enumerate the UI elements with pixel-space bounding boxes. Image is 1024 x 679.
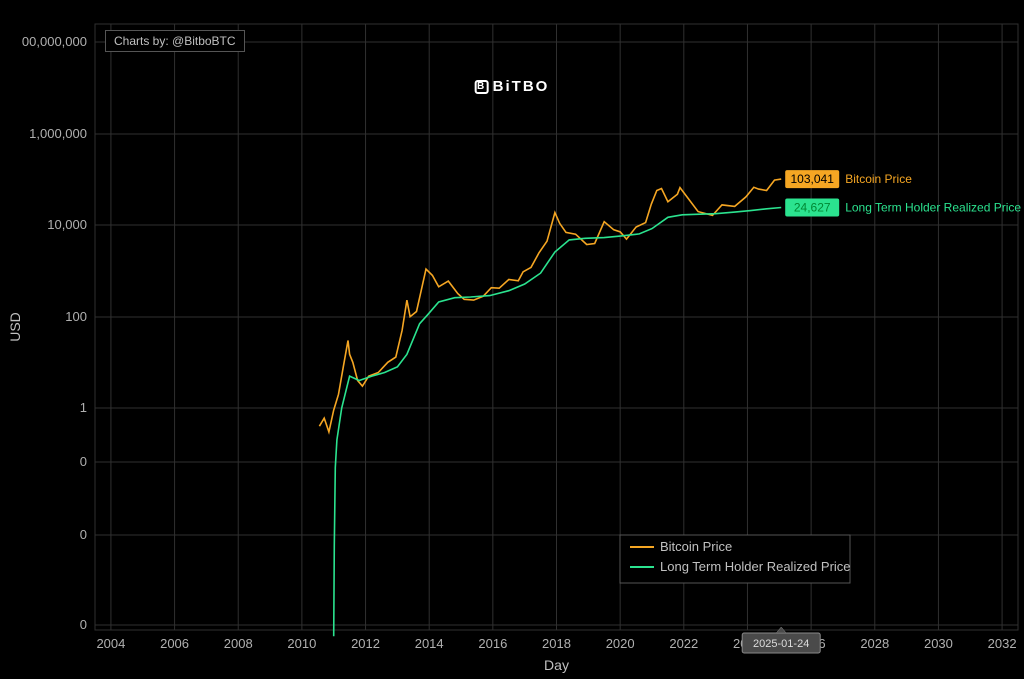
x-tick-label: 2020 <box>606 636 635 651</box>
y-tick-label: 0 <box>80 617 87 632</box>
series-line <box>319 179 781 432</box>
x-tick-label: 2018 <box>542 636 571 651</box>
y-tick-label: 00,000,000 <box>22 34 87 49</box>
legend-label[interactable]: Long Term Holder Realized Price <box>660 559 851 574</box>
y-tick-label: 1 <box>80 400 87 415</box>
x-tick-label: 2010 <box>287 636 316 651</box>
x-axis-group: 2004 2006 2008 2010 2012 2014 2016 2018 2020 2022… <box>96 636 1016 651</box>
x-tick-label: 2012 <box>351 636 380 651</box>
brand-logo: B BiTBO <box>475 78 550 95</box>
end-labels-group: 103,041 Bitcoin Price 24,627 Long Term Hold… <box>785 170 1021 216</box>
brand-logo-icon: B <box>475 80 489 94</box>
legend-group[interactable]: Bitcoin Price Long Term Holder Realized P… <box>620 535 851 583</box>
brand-logo-text: BiTBO <box>493 78 550 95</box>
end-value-text: 24,627 <box>794 200 831 214</box>
x-tick-label: 2016 <box>478 636 507 651</box>
y-tick-label: 0 <box>80 527 87 542</box>
end-series-label: Bitcoin Price <box>845 172 912 186</box>
x-tick-label: 2014 <box>415 636 444 651</box>
y-tick-label: 1,000,000 <box>29 126 87 141</box>
x-tick-label: 2022 <box>669 636 698 651</box>
attribution-badge: Charts by: @BitboBTC <box>105 30 245 52</box>
y-tick-label: 10,000 <box>47 217 87 232</box>
x-axis-label: Day <box>544 657 569 673</box>
y-axis-group: 0 0 0 1 100 10,000 1,000,000 00,000,000 <box>22 34 87 632</box>
y-tick-label: 0 <box>80 454 87 469</box>
legend-label[interactable]: Bitcoin Price <box>660 539 732 554</box>
date-tooltip: 2025-01-24 <box>742 627 820 653</box>
x-tick-label: 2006 <box>160 636 189 651</box>
date-tooltip-text: 2025-01-24 <box>753 638 809 650</box>
x-tick-label: 2030 <box>924 636 953 651</box>
end-value-text: 103,041 <box>791 172 835 186</box>
grid-group <box>95 24 1018 630</box>
y-tick-label: 100 <box>65 309 87 324</box>
y-axis-label: USD <box>7 312 23 342</box>
x-tick-label: 2004 <box>96 636 125 651</box>
x-tick-label: 2032 <box>988 636 1017 651</box>
chart-container: Charts by: @BitboBTC B BiTBO 2004 2006 200… <box>0 0 1024 679</box>
x-tick-label: 2008 <box>224 636 253 651</box>
attribution-text: Charts by: @BitboBTC <box>114 34 236 48</box>
chart-svg[interactable]: 2004 2006 2008 2010 2012 2014 2016 2018 2020 2022… <box>0 0 1024 679</box>
end-series-label: Long Term Holder Realized Price <box>845 200 1021 214</box>
x-tick-label: 2028 <box>860 636 889 651</box>
